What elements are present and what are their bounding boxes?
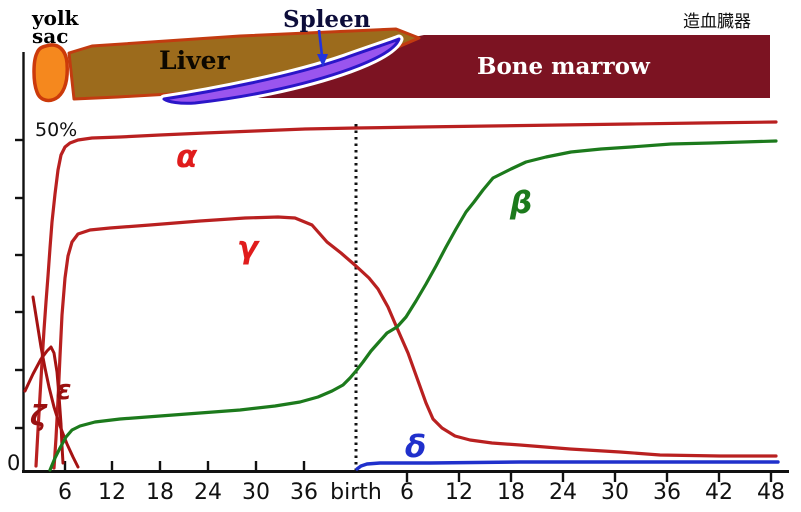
- globin-curves: [23, 120, 780, 472]
- y-zero-label: 0: [7, 451, 20, 475]
- weeks-tick-label: 12: [98, 480, 126, 505]
- spleen-arrow: [317, 29, 328, 67]
- weeks-tick-label: 36: [290, 480, 318, 505]
- epsilon-label: ε: [56, 373, 72, 406]
- yolk-sac-label-line1: yolk: [31, 6, 80, 30]
- alpha-label: α: [176, 139, 198, 175]
- months-tick-label: 48: [757, 480, 785, 505]
- months-tick-label: 24: [549, 480, 577, 505]
- delta-label: δ: [405, 429, 426, 465]
- epsilon-curve: [31, 295, 80, 469]
- weeks-tick-label: 6: [58, 480, 72, 505]
- gamma-curve: [52, 215, 778, 470]
- delta-curve: [355, 460, 780, 471]
- yolk-sac-label-line2: sac: [32, 24, 68, 48]
- months-tick-label: 36: [653, 480, 681, 505]
- liver-label: Liver: [159, 46, 231, 75]
- curve-labels: α γ εζ β δ: [30, 139, 532, 465]
- gamma-label: γ: [237, 230, 260, 266]
- zeta-curve: [23, 345, 65, 465]
- weeks-tick-label: 24: [194, 480, 222, 505]
- jp-caption: 造血臓器: [683, 12, 751, 32]
- months-tick-label: 12: [445, 480, 473, 505]
- months-tick-label: 30: [601, 480, 629, 505]
- months-tick-label: 42: [705, 480, 733, 505]
- spleen-label: Spleen: [283, 6, 371, 33]
- zeta-label: ζ: [30, 399, 48, 432]
- beta-curve: [48, 139, 778, 472]
- beta-label: β: [509, 185, 532, 221]
- bone-marrow-label: Bone marrow: [477, 53, 651, 80]
- axes: 6 12 18 24 30 36 6 12 18 24 30 36 42 48 50% 0 birth: [7, 52, 789, 505]
- y-max-label: 50%: [35, 119, 77, 141]
- months-tick-label: 18: [497, 480, 525, 505]
- months-tick-label: 6: [400, 480, 414, 505]
- spleen-shape: [162, 37, 401, 105]
- alpha-curve: [34, 120, 778, 468]
- birth-label: birth: [330, 480, 382, 505]
- hematopoietic-organ-band: yolk sac Liver Spleen Bone marrow 造血臓器: [31, 6, 770, 108]
- weeks-tick-label: 30: [242, 480, 270, 505]
- yolk-sac-shape: [32, 43, 69, 103]
- weeks-tick-label: 18: [146, 480, 174, 505]
